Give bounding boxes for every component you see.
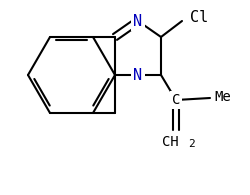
Text: N: N [133, 13, 142, 28]
Text: C: C [171, 93, 179, 107]
Text: N: N [133, 67, 142, 82]
Text: Cl: Cl [189, 11, 208, 26]
Text: CH: CH [161, 135, 178, 149]
Text: 2: 2 [187, 139, 194, 149]
Text: Me: Me [213, 90, 230, 104]
